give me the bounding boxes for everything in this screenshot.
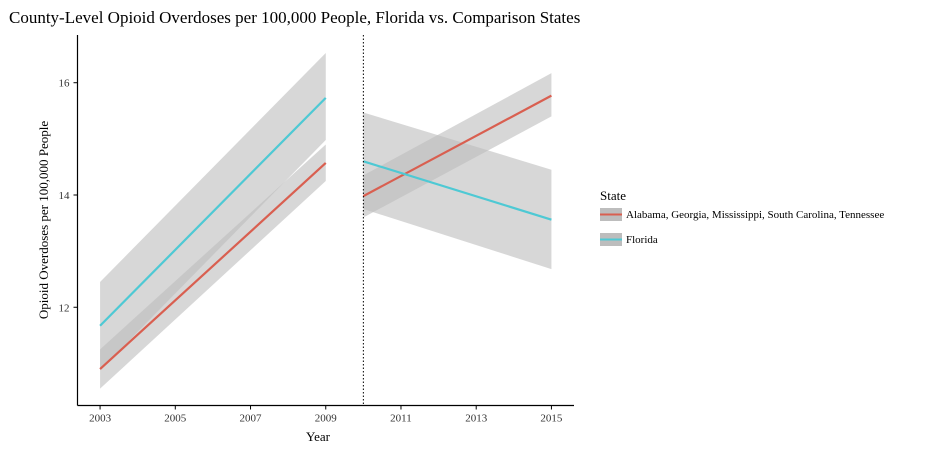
x-tick-label: 2015 [540,413,563,425]
legend-label-florida: Florida [626,234,658,246]
y-tick-label: 12 [59,302,70,314]
chart-title: County-Level Opioid Overdoses per 100,00… [9,8,580,27]
series-line-1-segment-0 [99,97,327,327]
series-lines [99,94,552,370]
series-line-1-segment-1 [363,160,552,221]
x-tick-label: 2013 [465,413,488,425]
x-tick-label: 2009 [315,413,338,425]
x-axis-ticks: 2003 2005 2007 2009 2011 2013 2015 [89,405,563,425]
y-axis-title: Opioid Overdoses per 100,000 People [36,121,51,319]
x-tick-label: 2003 [89,413,112,425]
legend: State Alabama, Georgia, Mississippi, Sou… [600,188,884,246]
y-tick-label: 16 [59,78,71,90]
legend-item-comparison-states: Alabama, Georgia, Mississippi, South Car… [600,208,884,221]
legend-title: State [600,188,626,203]
legend-label-comparison-states: Alabama, Georgia, Mississippi, South Car… [626,209,884,221]
series-line-0-segment-1 [362,94,552,198]
y-axis-ticks: 12 14 16 [59,78,78,314]
series-line-0-segment-0 [99,162,327,370]
legend-item-florida: Florida [600,233,658,246]
x-tick-label: 2007 [240,413,263,425]
y-tick-label: 14 [59,190,71,202]
x-tick-label: 2011 [390,413,412,425]
x-axis-title: Year [306,429,331,444]
confidence-bands [100,52,552,389]
x-tick-label: 2005 [164,413,187,425]
